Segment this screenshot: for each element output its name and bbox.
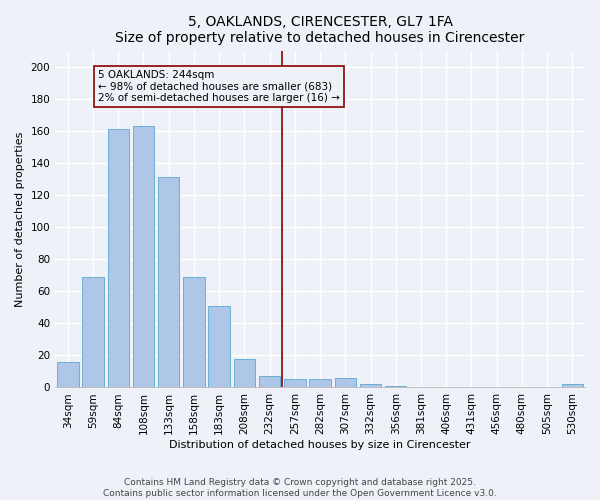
Bar <box>57 362 79 388</box>
Bar <box>233 358 255 388</box>
Bar <box>284 380 305 388</box>
Bar <box>259 376 280 388</box>
Bar <box>133 126 154 388</box>
X-axis label: Distribution of detached houses by size in Cirencester: Distribution of detached houses by size … <box>169 440 471 450</box>
Text: 5 OAKLANDS: 244sqm
← 98% of detached houses are smaller (683)
2% of semi-detache: 5 OAKLANDS: 244sqm ← 98% of detached hou… <box>98 70 340 103</box>
Bar <box>360 384 381 388</box>
Bar <box>107 129 129 388</box>
Bar <box>335 378 356 388</box>
Bar <box>158 178 179 388</box>
Text: Contains HM Land Registry data © Crown copyright and database right 2025.
Contai: Contains HM Land Registry data © Crown c… <box>103 478 497 498</box>
Bar <box>385 386 406 388</box>
Bar <box>208 306 230 388</box>
Bar <box>82 277 104 388</box>
Bar <box>310 380 331 388</box>
Y-axis label: Number of detached properties: Number of detached properties <box>15 132 25 306</box>
Title: 5, OAKLANDS, CIRENCESTER, GL7 1FA
Size of property relative to detached houses i: 5, OAKLANDS, CIRENCESTER, GL7 1FA Size o… <box>115 15 525 45</box>
Bar <box>562 384 583 388</box>
Bar <box>183 277 205 388</box>
